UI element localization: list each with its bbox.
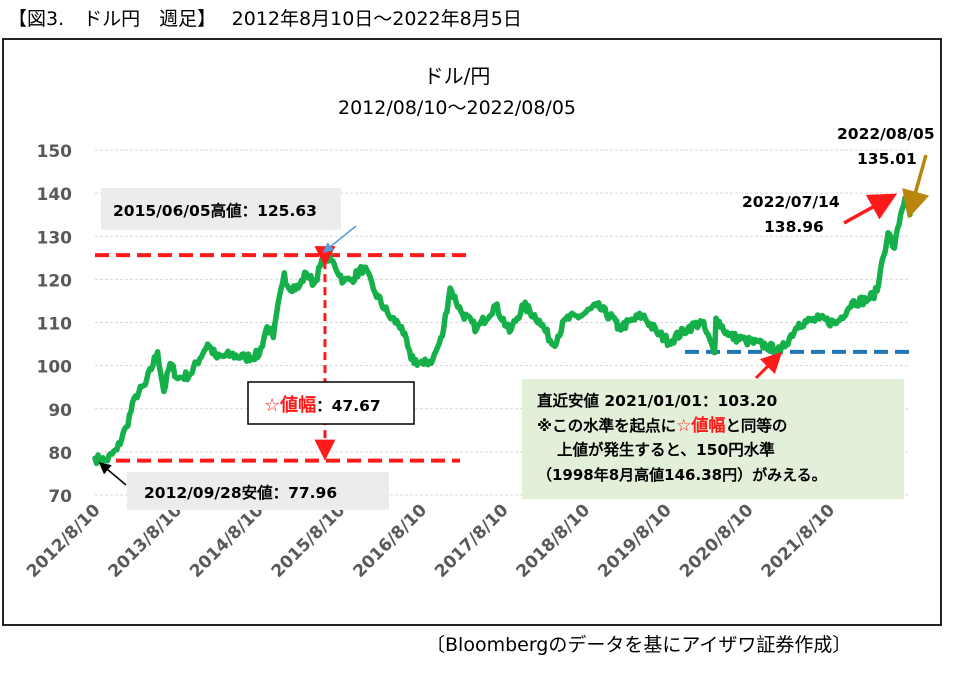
y-tick-label: 90 [48, 401, 72, 421]
low-label-box [127, 472, 389, 510]
y-tick-label: 80 [48, 444, 72, 464]
peak-value-label: 138.96 [764, 218, 824, 236]
x-tick-label: 2012/8/10 [23, 500, 105, 582]
recent-low-pointer-arrow [754, 351, 783, 380]
y-tick-label: 140 [37, 185, 73, 205]
high-label-box [101, 188, 341, 230]
source-note: 〔Bloombergのデータを基にアイザワ証券作成〕 [426, 634, 852, 656]
recent-low-box [522, 379, 904, 499]
y-tick-label: 130 [37, 228, 73, 248]
high-pointer-arrow [322, 225, 357, 253]
last-date-label: 2022/08/05 [837, 125, 935, 143]
x-tick-label: 2015/8/10 [268, 500, 350, 582]
y-tick-label: 100 [37, 358, 73, 378]
x-tick-label: 2019/8/10 [594, 500, 676, 582]
y-tick-label: 120 [37, 271, 73, 291]
chart-title: ドル/円 [424, 64, 491, 88]
y-tick-label: 150 [37, 142, 73, 162]
recent-low-line4: （1998年8月高値146.38円）がみえる。 [537, 466, 827, 484]
chart-subtitle: 2012/08/10～2022/08/05 [338, 97, 576, 119]
range-label: ☆値幅：47.67 [264, 394, 381, 416]
x-tick-label: 2013/8/10 [105, 500, 187, 582]
last-value-label: 135.01 [857, 150, 917, 168]
range-label-value: ：47.67 [316, 397, 381, 415]
y-tick-label: 110 [37, 315, 73, 335]
x-axis-ticks: 2012/8/10 2013/8/10 2014/8/10 2015/8/10 2016… [23, 500, 839, 582]
x-tick-label: 2018/8/10 [513, 500, 595, 582]
peak-date-label: 2022/07/14 [742, 193, 840, 211]
range-label-box [247, 381, 415, 425]
usd-jpy-chart: ドル/円 2012/08/10～2022/08/05 70 80 90 100 110 1… [23, 64, 935, 582]
reference-lines [95, 253, 910, 463]
recent-low-line2: ※この水準を起点に☆値幅と同等の [537, 415, 787, 436]
recent-low-line3: 上値が発生すると、150円水準 [557, 440, 775, 459]
recent-low-line2-post: と同等の [725, 416, 787, 435]
recent-low-line2-pre: ※この水準を起点に [537, 416, 676, 435]
low-pointer-arrow [98, 462, 127, 486]
recent-low-line2-star: ☆値幅 [676, 415, 725, 436]
figure-heading: 【図3. ドル円 週足】 2012年8月10日～2022年8月5日 [8, 8, 522, 30]
y-tick-label: 70 [48, 487, 72, 507]
recent-low-title: 直近安値 2021/01/01：103.20 [537, 391, 778, 410]
low-label: 2012/09/28安値：77.96 [144, 483, 337, 502]
x-tick-label: 2021/8/10 [758, 500, 840, 582]
y-axis-ticks: 70 80 90 100 110 120 130 140 150 [37, 142, 73, 507]
x-tick-label: 2016/8/10 [350, 500, 432, 582]
x-tick-label: 2020/8/10 [676, 500, 758, 582]
x-tick-label: 2014/8/10 [186, 500, 268, 582]
peak-pointer-arrow [843, 193, 898, 225]
last-pointer-arrow [902, 154, 930, 219]
x-tick-label: 2017/8/10 [431, 500, 513, 582]
chart-frame: ドル/円 2012/08/10～2022/08/05 70 80 90 100 110 1… [2, 38, 942, 626]
range-label-star: ☆値幅 [264, 394, 316, 416]
high-label: 2015/06/05高値：125.63 [113, 201, 317, 220]
